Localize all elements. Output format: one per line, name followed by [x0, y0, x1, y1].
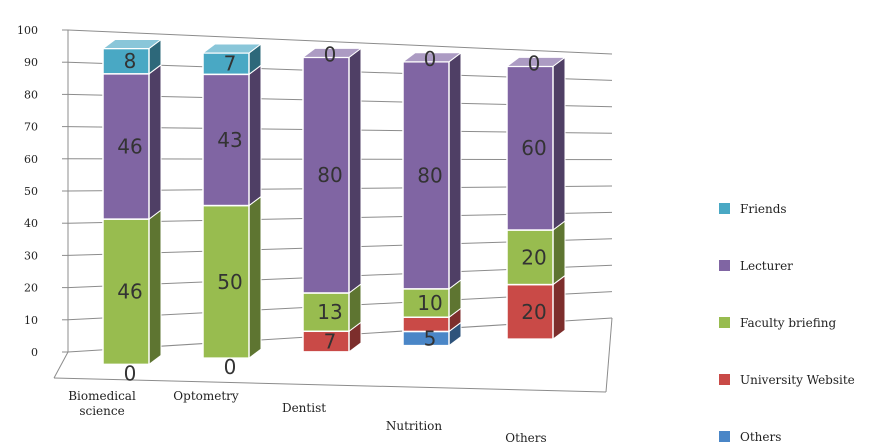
y-tick-label: 90: [24, 56, 38, 69]
bar-segment-side: [552, 220, 566, 286]
data-label: 0: [324, 42, 337, 66]
bar-top: [201, 43, 263, 54]
x-category-label: Others: [505, 431, 546, 445]
bar-top: [101, 39, 163, 50]
y-tick-label: 70: [24, 121, 38, 134]
x-category-label-line: Optometry: [173, 389, 239, 403]
data-label: 20: [521, 300, 546, 324]
x-axis: Biomedical science Optometry Dentist Nutriti…: [68, 389, 546, 445]
bar-segment: [202, 73, 250, 207]
legend-label: Others: [740, 430, 781, 444]
bar-stack: 7 13 80 0: [301, 42, 363, 354]
legend-label: Friends: [740, 202, 787, 216]
x-category-label-line: Others: [505, 431, 546, 445]
bar-stack: 0 46 46 8: [101, 38, 163, 385]
y-tick-label: 20: [24, 282, 38, 295]
legend-swatch: [719, 203, 730, 214]
data-label: 7: [224, 52, 237, 76]
bar-segment: [302, 292, 350, 333]
bar-segment: [202, 204, 250, 359]
x-category-label: Nutrition: [386, 419, 443, 433]
bar-stack: 0 50 43 7: [201, 42, 263, 379]
data-label: 0: [424, 47, 437, 71]
legend-item: Friends: [719, 202, 787, 216]
y-tick-label: 50: [24, 185, 38, 198]
data-label: 43: [217, 128, 242, 152]
legend-swatch: [719, 260, 730, 271]
y-tick-label: 10: [24, 314, 38, 327]
y-tick-label: 30: [24, 249, 38, 262]
x-category-label: Optometry: [173, 389, 239, 403]
y-tick-label: 60: [24, 153, 38, 166]
data-label: 7: [324, 330, 337, 354]
data-label: 46: [117, 280, 142, 304]
legend: Friends Lecturer Faculty briefing Universit…: [719, 202, 855, 444]
floor-right-edge: [605, 317, 613, 393]
legend-label: Faculty briefing: [740, 316, 836, 330]
gridline: [67, 29, 613, 55]
x-category-label-line: science: [79, 404, 124, 418]
bar-segment: [102, 47, 150, 75]
y-tick-label: 80: [24, 88, 38, 101]
x-category-label: Dentist: [282, 401, 326, 415]
bar-segment: [102, 73, 150, 220]
bar-segment: [506, 229, 554, 286]
bar-segment: [506, 65, 554, 231]
data-label: 60: [521, 136, 546, 160]
legend-swatch: [719, 374, 730, 385]
legend-label: University Website: [740, 373, 855, 387]
bar-stack: 5 10 80 0: [401, 47, 463, 351]
x-category-label: Biomedical science: [68, 389, 136, 418]
x-category-label-line: Dentist: [282, 401, 326, 415]
data-label: 20: [521, 245, 546, 269]
bar-segment-side: [248, 195, 262, 360]
data-label: 50: [217, 270, 242, 294]
data-label: 13: [317, 300, 342, 324]
data-label: 46: [117, 134, 142, 158]
bar-segment: [302, 56, 350, 294]
legend-swatch: [719, 317, 730, 328]
data-label: 0: [124, 361, 137, 385]
bar-top: [505, 56, 567, 67]
bar-segment-side: [552, 56, 566, 232]
data-label: 80: [417, 163, 442, 187]
legend-label: Lecturer: [740, 259, 793, 273]
bar-segment-side: [148, 63, 162, 221]
x-category-label-line: Nutrition: [386, 419, 443, 433]
bar-top: [401, 52, 463, 63]
bar-top: [301, 47, 363, 58]
bar-segment-side: [552, 274, 566, 341]
bar-segment-side: [348, 47, 362, 294]
bar-segment: [402, 61, 450, 290]
y-axis: 0 10 20 30 40 50 60 70 80 90 100: [17, 24, 69, 359]
floor-front-edge: [53, 377, 607, 393]
bar-segment-side: [148, 209, 162, 366]
y-tick-label: 0: [31, 346, 38, 359]
data-label: 0: [224, 355, 237, 379]
y-tick-label: 100: [17, 24, 38, 37]
data-label: 5: [424, 327, 437, 351]
legend-item: Faculty briefing: [719, 316, 836, 330]
data-label: 10: [417, 291, 442, 315]
bar-stack: 20 20 60 0: [505, 51, 567, 341]
data-label: 80: [317, 163, 342, 187]
data-label: 8: [124, 49, 137, 73]
legend-swatch: [719, 431, 730, 442]
legend-item: University Website: [719, 373, 855, 387]
y-tick-label: 40: [24, 217, 38, 230]
floor-left-edge: [53, 351, 69, 379]
x-category-label-line: Biomedical: [68, 389, 136, 403]
bar-segment: [402, 288, 450, 318]
data-label: 0: [528, 51, 541, 75]
bar-segment-side: [448, 51, 462, 290]
bar-segment-side: [248, 64, 262, 207]
bar-segment: [102, 218, 150, 366]
legend-item: Others: [719, 430, 781, 444]
legend-item: Lecturer: [719, 259, 793, 273]
